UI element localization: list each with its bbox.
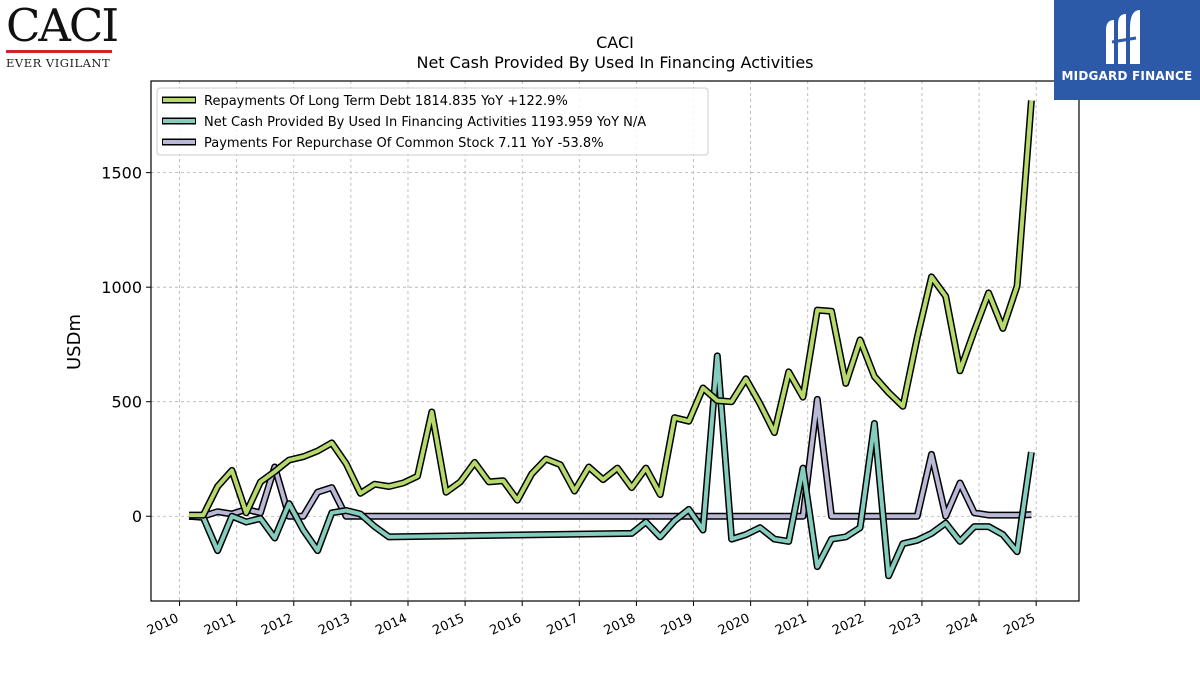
x-tick-label: 2023 bbox=[887, 611, 923, 639]
midgard-emblem-icon bbox=[1106, 10, 1140, 64]
grid bbox=[151, 81, 1079, 601]
midgard-finance-logo: MIDGARD FINANCE bbox=[1054, 0, 1200, 100]
caci-logo: CACI EVER VIGILANT bbox=[6, 0, 119, 70]
legend-label: Payments For Repurchase Of Common Stock … bbox=[204, 136, 604, 151]
series-line bbox=[189, 100, 1034, 518]
x-tick-label: 2018 bbox=[602, 611, 638, 639]
caci-logo-rule bbox=[6, 50, 112, 53]
legend-box bbox=[156, 87, 709, 156]
midgard-logo-text: MIDGARD FINANCE bbox=[1061, 69, 1193, 83]
series-line bbox=[189, 397, 1032, 519]
x-tick-label: 2010 bbox=[145, 611, 181, 639]
y-axis-label: USDm bbox=[64, 314, 85, 370]
x-tick-label: 2016 bbox=[488, 611, 524, 639]
x-tick-label: 2020 bbox=[716, 611, 752, 639]
y-tick-label: 0 bbox=[132, 507, 142, 526]
x-tick-label: 2019 bbox=[659, 611, 695, 639]
y-tick-label: 1500 bbox=[101, 164, 142, 183]
chart-title: CACI bbox=[596, 33, 634, 52]
x-tick-label: 2025 bbox=[1002, 611, 1038, 639]
legend-label: Net Cash Provided By Used In Financing A… bbox=[204, 115, 646, 130]
x-tick-label: 2013 bbox=[316, 611, 352, 639]
x-tick-label: 2011 bbox=[202, 611, 238, 639]
series-line bbox=[188, 353, 1034, 578]
caci-logo-wordmark: CACI bbox=[6, 0, 119, 52]
chart-subtitle: Net Cash Provided By Used In Financing A… bbox=[416, 53, 813, 72]
legend: Repayments Of Long Term Debt 1814.835 Yo… bbox=[156, 87, 709, 156]
y-tick-label: 1000 bbox=[101, 278, 142, 297]
legend-label: Repayments Of Long Term Debt 1814.835 Yo… bbox=[204, 94, 568, 109]
x-tick-label: 2024 bbox=[944, 611, 980, 639]
y-tick-label: 500 bbox=[111, 393, 142, 412]
plot-frame bbox=[150, 80, 1080, 602]
caci-logo-tagline: EVER VIGILANT bbox=[6, 56, 111, 70]
x-tick-label: 2014 bbox=[373, 611, 409, 639]
x-tick-label: 2021 bbox=[773, 611, 809, 639]
x-tick-label: 2017 bbox=[545, 611, 581, 639]
x-tick-label: 2022 bbox=[830, 611, 866, 639]
x-tick-label: 2012 bbox=[259, 611, 295, 639]
x-tick-label: 2015 bbox=[430, 611, 466, 639]
series-layer bbox=[188, 100, 1035, 580]
